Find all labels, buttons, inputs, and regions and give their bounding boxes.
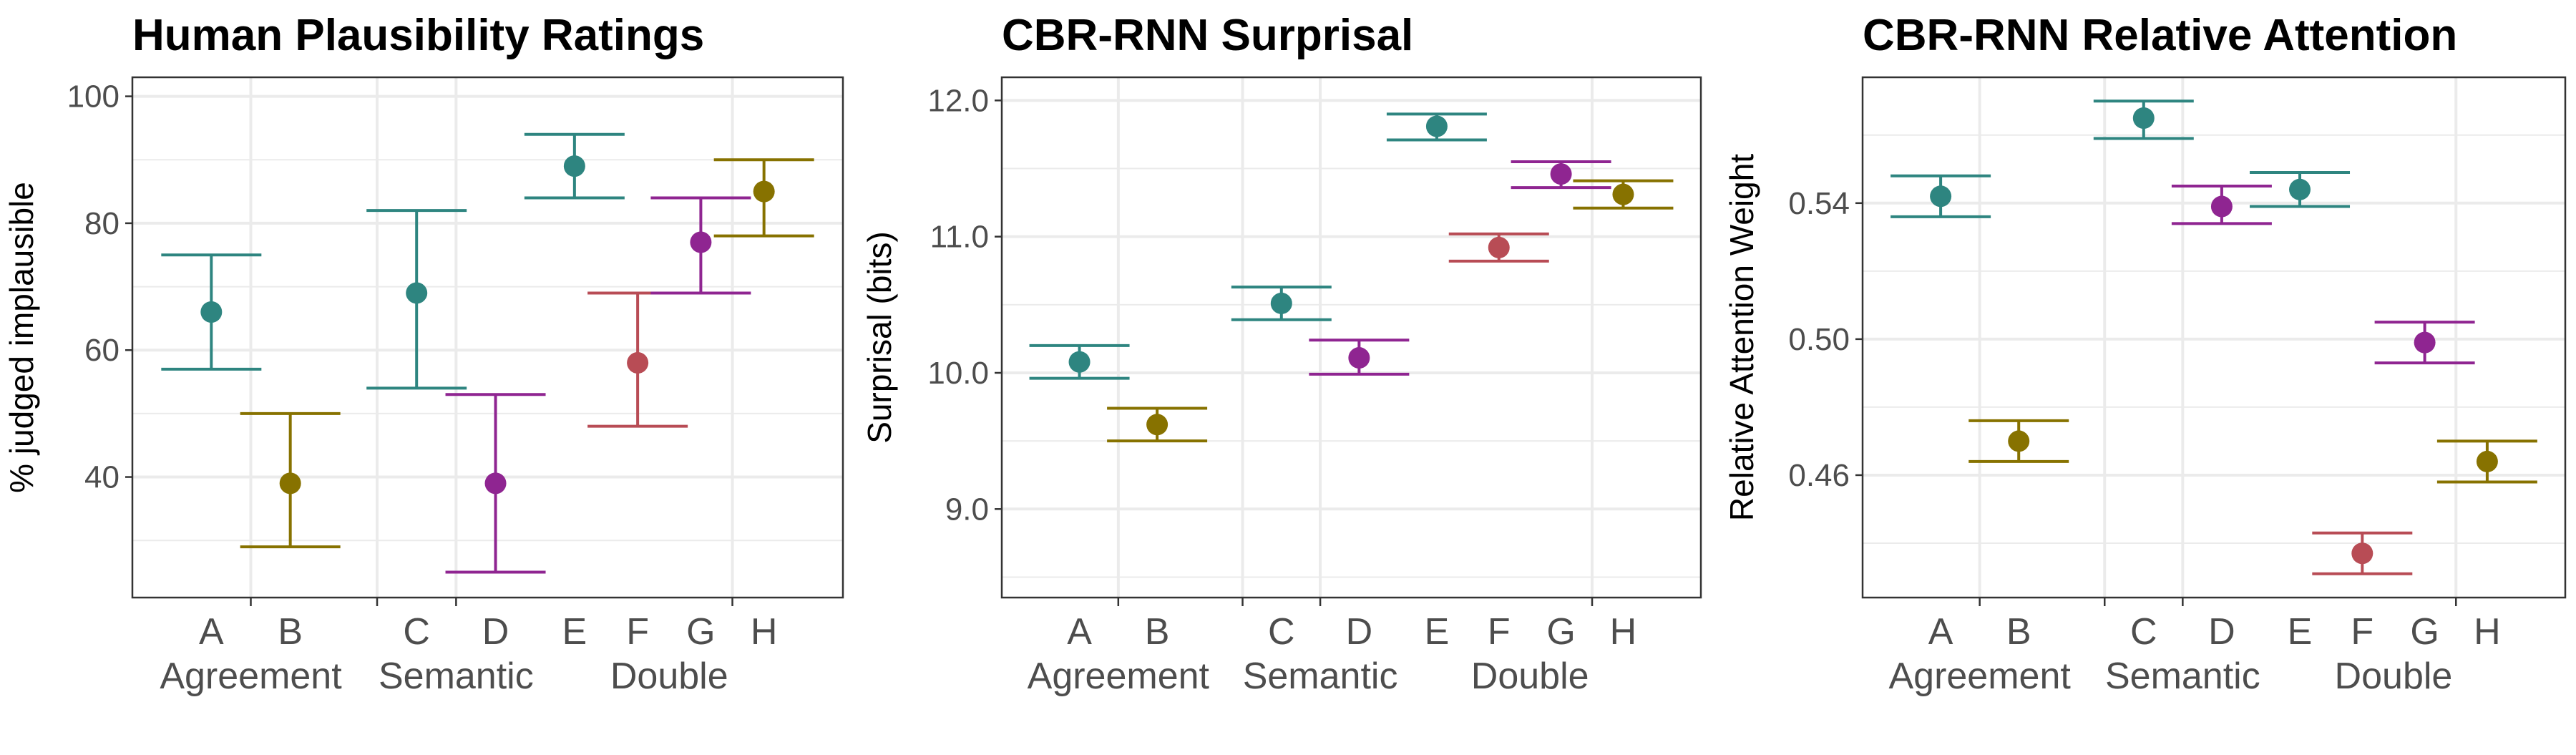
x-tick-label-H: H xyxy=(1610,611,1637,653)
y-tick-label: 80 xyxy=(84,206,119,241)
x-group-label: Semantic xyxy=(2105,656,2260,697)
x-tick-label-H: H xyxy=(751,611,778,653)
data-point-F xyxy=(627,351,649,374)
data-point-D xyxy=(1348,347,1370,369)
y-axis-label: Relative Attention Weight xyxy=(1723,154,1760,521)
x-tick-label-A: A xyxy=(1928,611,1953,653)
y-tick-label: 40 xyxy=(84,460,119,495)
data-point-G xyxy=(1550,163,1572,185)
data-point-H xyxy=(1612,183,1634,205)
x-group-label: Agreement xyxy=(1028,656,1210,697)
data-point-H xyxy=(2476,450,2498,472)
data-point-B xyxy=(2008,430,2030,452)
x-group-label: Semantic xyxy=(1243,656,1398,697)
x-group-label: Agreement xyxy=(160,656,342,697)
chart-panel-2: 9.0 10.0 11.0 12.0 A B C D E F G H Agreement Semantic… xyxy=(861,11,1702,697)
x-tick-label-E: E xyxy=(2288,611,2313,653)
data-point-D xyxy=(2210,195,2233,218)
data-point-B xyxy=(279,472,301,495)
data-point-F xyxy=(2351,542,2373,565)
x-tick-label-B: B xyxy=(2006,611,2031,653)
panel-title: CBR-RNN Relative Attention xyxy=(1863,11,2457,60)
y-tick-label: 0.54 xyxy=(1788,186,1850,221)
data-point-A xyxy=(1068,351,1091,373)
x-tick-label-E: E xyxy=(562,611,587,653)
y-axis-label: % judged implausible xyxy=(3,182,40,493)
x-tick-label-D: D xyxy=(482,611,509,653)
data-point-G xyxy=(690,231,712,253)
x-group-label: Double xyxy=(2335,656,2453,697)
y-tick-label: 11.0 xyxy=(930,220,989,255)
panel-background xyxy=(1002,77,1701,598)
x-tick-label-C: C xyxy=(1268,611,1295,653)
x-tick-label-D: D xyxy=(1346,611,1373,653)
chart-panel-1: 40 60 80 100 A B C D E F G H Agreement Semantic Double… xyxy=(3,11,844,697)
y-tick-label: 60 xyxy=(84,333,119,368)
x-tick-label-F: F xyxy=(2351,611,2373,653)
data-point-E xyxy=(2289,178,2311,200)
y-axis-label: Surprisal (bits) xyxy=(861,231,898,444)
x-group-label: Double xyxy=(1471,656,1589,697)
y-tick-label: 0.46 xyxy=(1788,458,1850,493)
y-tick-label: 0.50 xyxy=(1788,322,1850,357)
data-point-C xyxy=(1270,292,1292,314)
chart-panel-3: 0.46 0.50 0.54 A B C D E F G H Agreement Semantic Dou… xyxy=(1723,11,2567,697)
x-group-label: Double xyxy=(610,656,728,697)
data-point-A xyxy=(1930,185,1952,208)
x-tick-label-F: F xyxy=(1488,611,1511,653)
panel-background xyxy=(132,77,843,598)
x-tick-label-G: G xyxy=(686,611,715,653)
y-tick-label: 100 xyxy=(67,79,119,115)
panel-title: Human Plausibility Ratings xyxy=(132,11,704,60)
data-point-H xyxy=(753,180,775,203)
x-tick-label-B: B xyxy=(1145,611,1170,653)
x-tick-label-C: C xyxy=(2130,611,2157,653)
x-tick-label-D: D xyxy=(2208,611,2235,653)
x-tick-label-A: A xyxy=(1067,611,1092,653)
x-group-label: Agreement xyxy=(1888,656,2071,697)
data-point-C xyxy=(406,282,428,304)
x-tick-label-E: E xyxy=(1425,611,1450,653)
x-tick-label-A: A xyxy=(199,611,224,653)
data-point-F xyxy=(1488,236,1510,258)
data-point-E xyxy=(563,155,585,177)
data-point-E xyxy=(1425,115,1448,137)
panel-border xyxy=(1000,76,1702,599)
x-group-label: Semantic xyxy=(379,656,534,697)
data-point-G xyxy=(2414,331,2436,354)
panel-border xyxy=(131,76,844,599)
data-point-D xyxy=(484,472,507,495)
data-point-C xyxy=(2132,107,2155,130)
y-tick-label: 12.0 xyxy=(927,83,989,118)
x-tick-label-G: G xyxy=(2410,611,2439,653)
y-tick-label: 9.0 xyxy=(945,492,989,527)
y-tick-label: 10.0 xyxy=(927,356,989,391)
x-tick-label-C: C xyxy=(403,611,430,653)
data-point-B xyxy=(1146,414,1169,436)
x-tick-label-F: F xyxy=(626,611,649,653)
panel-background xyxy=(1863,77,2565,598)
data-point-A xyxy=(200,301,223,323)
panel-border xyxy=(1861,76,2567,599)
panel-title: CBR-RNN Surprisal xyxy=(1002,11,1413,60)
x-tick-label-H: H xyxy=(2474,611,2501,653)
x-tick-label-B: B xyxy=(278,611,303,653)
x-tick-label-G: G xyxy=(1546,611,1575,653)
